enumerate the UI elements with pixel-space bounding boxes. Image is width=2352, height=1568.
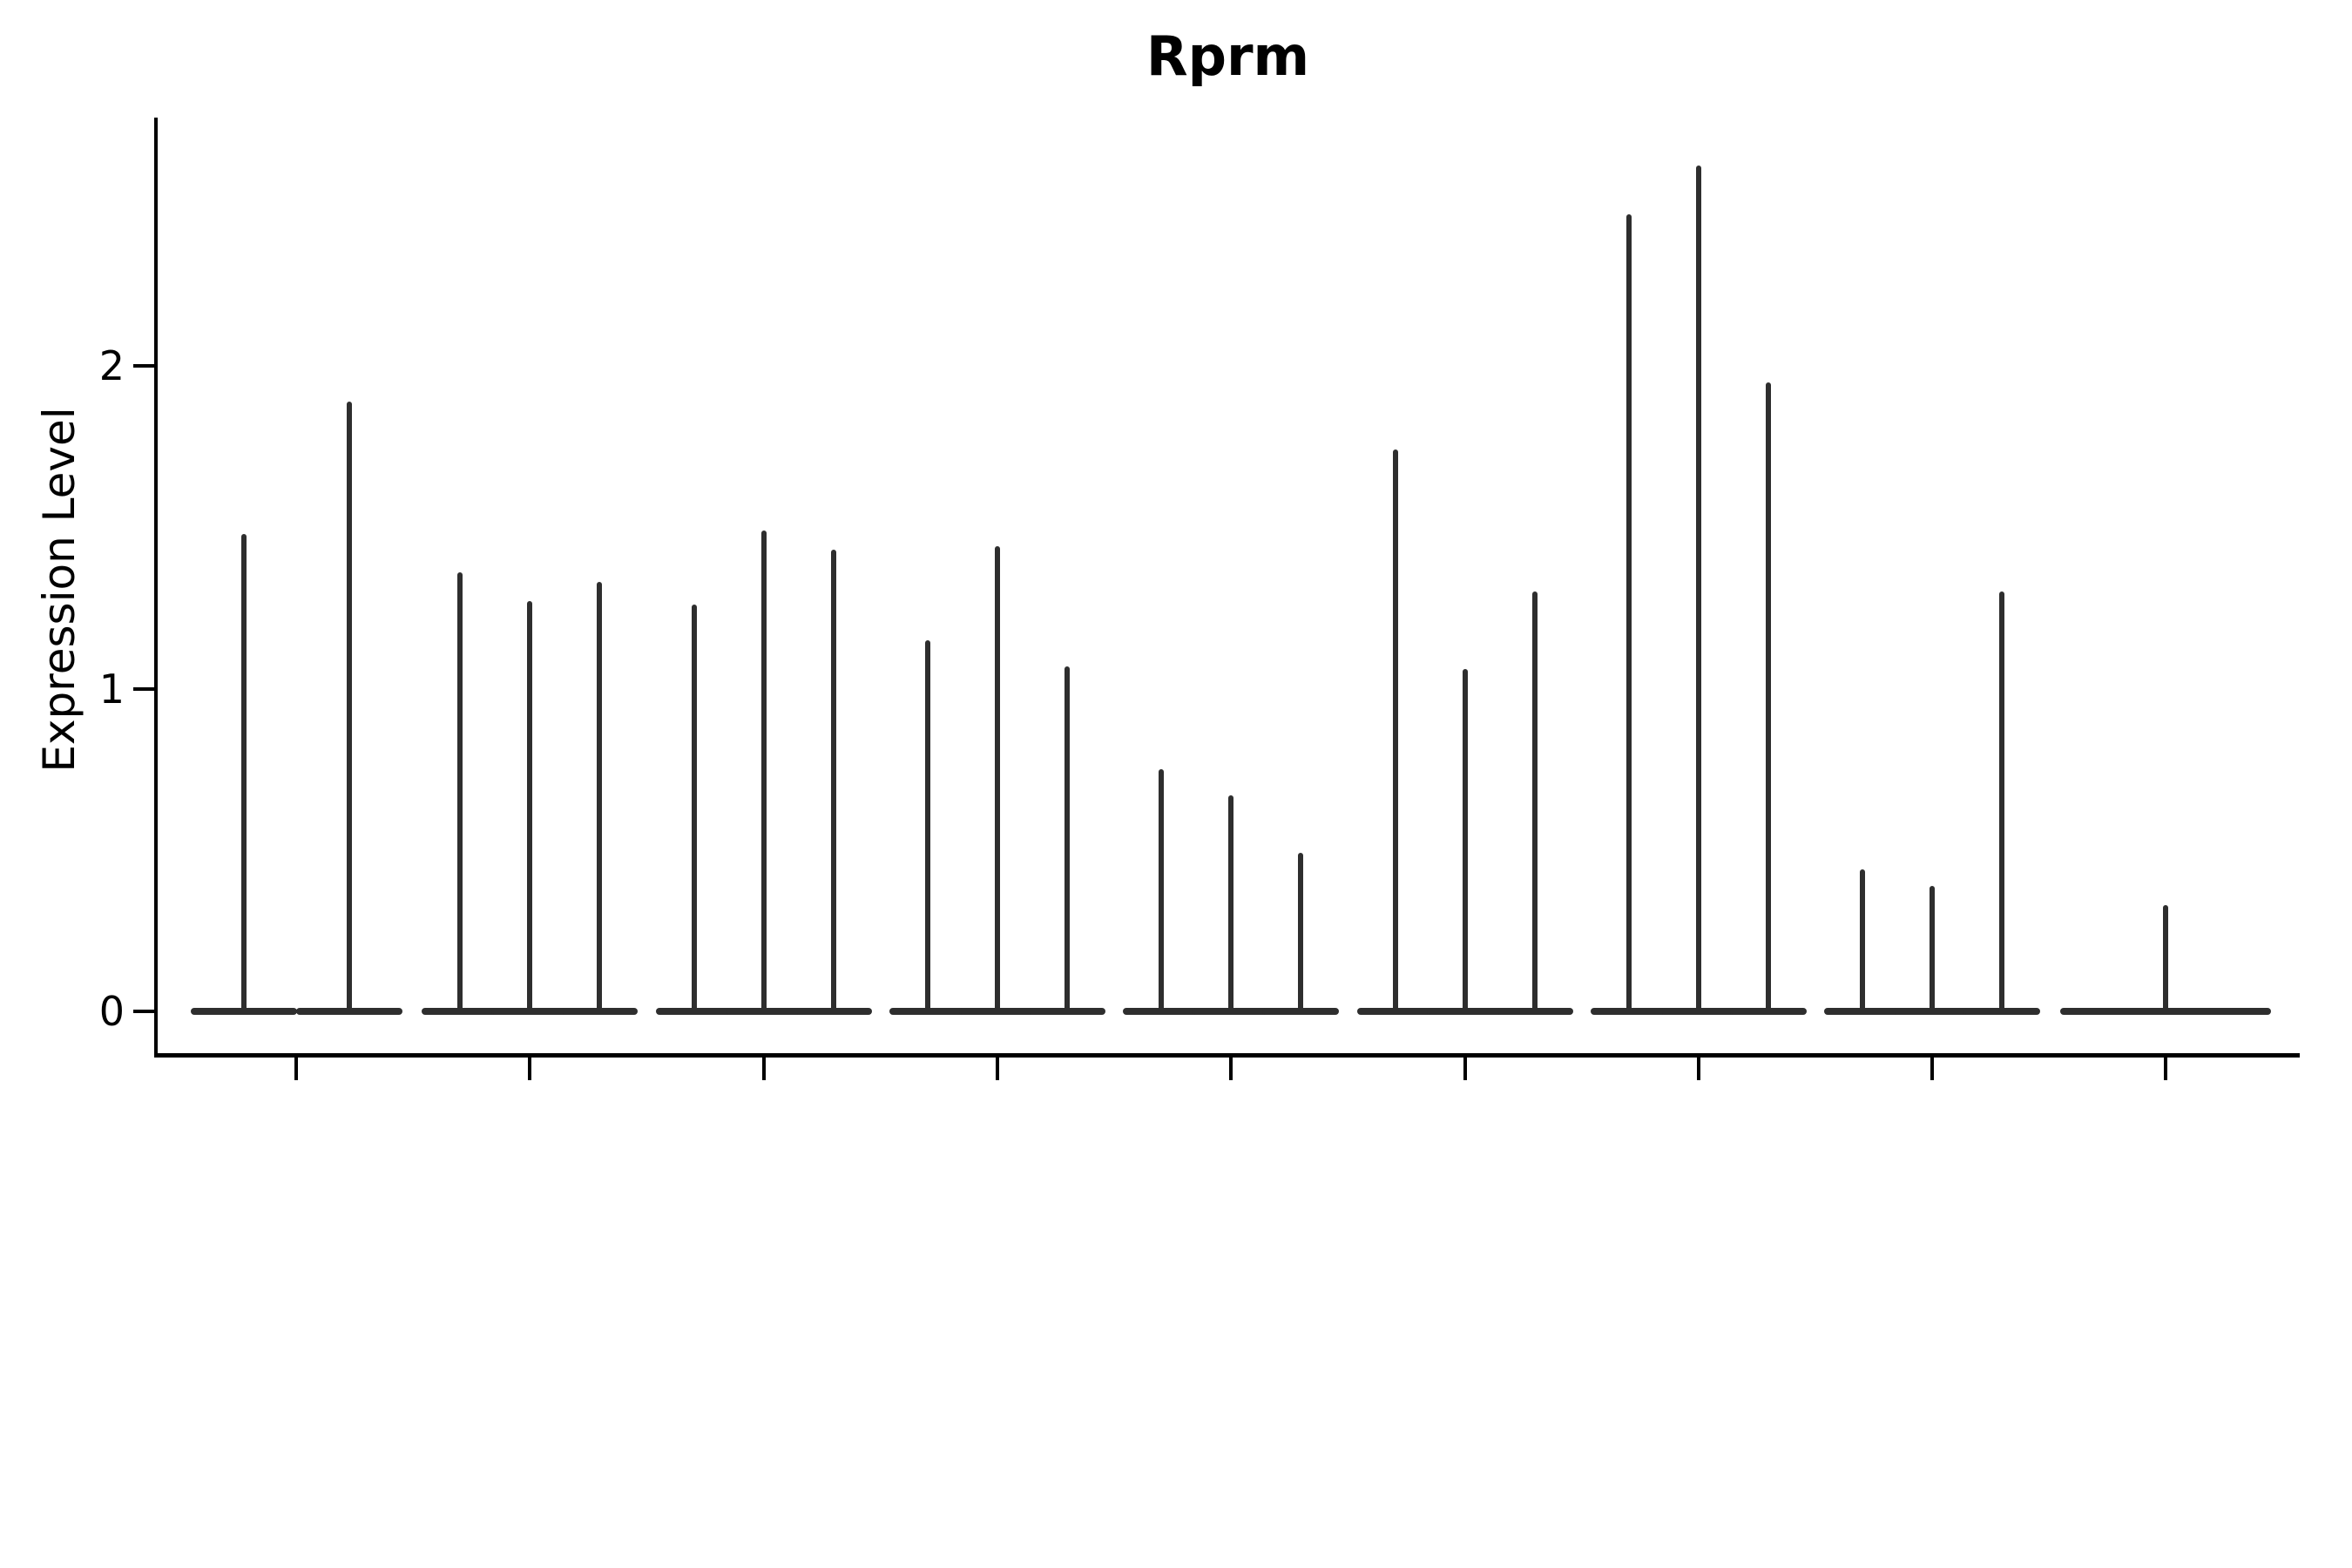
x-tick-mark	[1930, 1058, 1935, 1080]
violin-spike	[1695, 166, 1701, 1011]
y-axis-spine	[154, 118, 158, 1058]
violin-spike	[597, 582, 603, 1011]
violin-spike	[346, 401, 352, 1011]
violin-baseline	[1028, 1008, 1105, 1015]
x-tick-mark	[528, 1058, 532, 1080]
violin-spike	[1064, 666, 1070, 1011]
violin-baseline	[1356, 1008, 1434, 1015]
violin-baseline	[1963, 1008, 2041, 1015]
x-tick-mark	[1696, 1058, 1700, 1080]
x-tick-mark	[1463, 1058, 1467, 1080]
violin-baseline	[422, 1008, 499, 1015]
violin-baseline	[561, 1008, 639, 1015]
violin-spike	[1228, 794, 1234, 1011]
violin-spike	[830, 550, 836, 1011]
y-tick-label: 1	[98, 665, 125, 713]
y-tick-mark	[133, 364, 156, 368]
x-axis-spine	[154, 1053, 2300, 1058]
x-tick-mark	[2164, 1058, 2168, 1080]
violin-spike	[924, 639, 930, 1011]
y-tick-mark	[133, 686, 156, 691]
violin-spike	[457, 572, 463, 1011]
violin-spike	[1159, 769, 1165, 1011]
violin-baseline	[655, 1008, 733, 1015]
y-tick-label: 0	[98, 988, 125, 1035]
violin-baseline	[725, 1008, 802, 1015]
x-tick-mark	[995, 1058, 999, 1080]
y-tick-mark	[133, 1010, 156, 1013]
violin-spike	[2163, 904, 2169, 1011]
x-tick-mark	[294, 1058, 298, 1080]
violin-spike	[1999, 591, 2005, 1011]
y-axis-label: Expression Level	[34, 407, 84, 773]
violin-baseline	[1262, 1008, 1340, 1015]
x-tick-mark	[761, 1058, 766, 1080]
violin-baseline	[1824, 1008, 1902, 1015]
violin-baseline	[1590, 1008, 1667, 1015]
x-tick-mark	[1229, 1058, 1233, 1080]
violin-baseline	[2060, 1008, 2272, 1015]
violin-baseline	[1123, 1008, 1200, 1015]
violin-spike	[1462, 669, 1468, 1011]
violin-baseline	[1496, 1008, 1573, 1015]
violin-spike	[1531, 591, 1538, 1011]
violin-spike	[1860, 868, 1866, 1011]
violin-baseline	[889, 1008, 966, 1015]
violin-baseline	[1894, 1008, 1971, 1015]
violin-baseline	[1729, 1008, 1807, 1015]
violin-baseline	[958, 1008, 1036, 1015]
chart-title: Rprm	[1146, 24, 1310, 88]
violin-spike	[1930, 885, 1936, 1011]
violin-spike	[1765, 382, 1771, 1011]
violin-baseline	[1193, 1008, 1270, 1015]
violin-spike	[527, 601, 533, 1011]
violin-baseline	[1426, 1008, 1504, 1015]
violin-spike	[1392, 449, 1398, 1011]
violin-baseline	[190, 1008, 297, 1015]
violin-baseline	[295, 1008, 402, 1015]
violin-spike	[1625, 213, 1632, 1011]
violin-spike	[994, 546, 1000, 1011]
violin-baseline	[491, 1008, 569, 1015]
violin-baseline	[794, 1008, 872, 1015]
violin-baseline	[1659, 1008, 1737, 1015]
y-tick-label: 2	[98, 342, 125, 389]
violin-spike	[691, 605, 697, 1011]
violin-spike	[1298, 853, 1304, 1011]
violin-spike	[240, 533, 247, 1011]
violin-spike	[760, 530, 767, 1011]
